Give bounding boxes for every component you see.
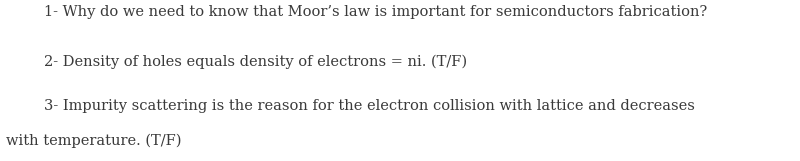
- Text: with temperature. (T/F): with temperature. (T/F): [6, 134, 181, 148]
- Text: 1- Why do we need to know that Moor’s law is important for semiconductors fabric: 1- Why do we need to know that Moor’s la…: [44, 5, 707, 19]
- Text: 2- Density of holes equals density of electrons = ni. (T/F): 2- Density of holes equals density of el…: [44, 55, 467, 69]
- Text: 3- Impurity scattering is the reason for the electron collision with lattice and: 3- Impurity scattering is the reason for…: [44, 99, 695, 113]
